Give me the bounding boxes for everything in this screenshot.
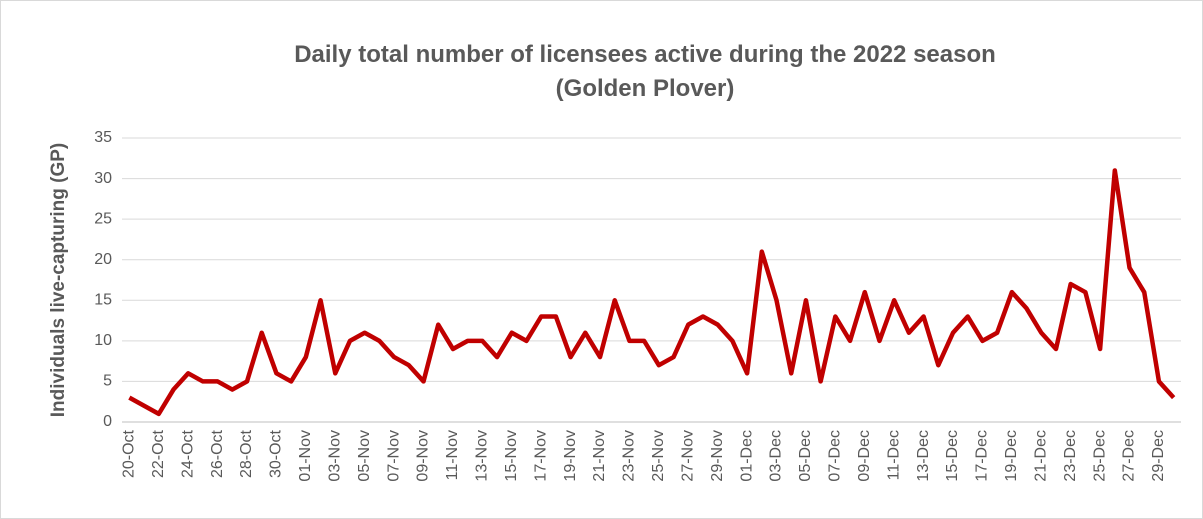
x-tick-label: 19-Dec [1003,430,1020,482]
x-tick-label: 07-Dec [827,430,844,482]
x-tick-label: 25-Nov [650,430,667,482]
x-tick-label: 27-Nov [679,430,696,482]
y-tick-label: 15 [94,292,112,309]
x-tick-label: 03-Dec [768,430,785,482]
x-tick-label: 23-Dec [1062,430,1079,482]
y-tick-label: 35 [94,129,112,146]
x-tick-label: 21-Nov [591,430,608,482]
x-tick-label: 20-Oct [121,429,138,478]
x-tick-label: 09-Nov [415,430,432,482]
x-tick-label: 29-Nov [709,430,726,482]
x-tick-label: 15-Dec [944,430,961,482]
y-tick-label: 5 [103,373,112,390]
x-tick-label: 15-Nov [503,430,520,482]
x-tick-label: 11-Nov [444,430,461,480]
chart-title: Daily total number of licensees active d… [294,41,996,68]
y-axis-label: Individuals live-capturing (GP) [48,143,69,417]
x-tick-label: 29-Dec [1150,430,1167,482]
x-tick-label: 25-Dec [1091,430,1108,482]
data-line [128,168,1176,417]
y-tick-label: 25 [94,210,112,227]
chart-subtitle: (Golden Plover) [556,75,735,102]
y-tick-label: 0 [103,413,112,430]
x-tick-label: 26-Oct [209,429,226,478]
x-tick-label: 03-Nov [326,430,343,482]
x-tick-label: 17-Nov [532,430,549,482]
x-tick-label: 13-Nov [474,430,491,482]
x-tick-label: 11-Dec [885,430,902,480]
x-tick-label: 01-Nov [297,430,314,482]
x-tick-label: 17-Dec [974,430,991,482]
x-tick-label: 28-Oct [238,429,255,478]
x-tick-label: 30-Oct [268,429,285,478]
x-tick-label: 07-Nov [385,430,402,482]
y-tick-label: 10 [94,332,112,349]
x-tick-label: 13-Dec [915,430,932,482]
x-tick-label: 23-Nov [621,430,638,482]
x-tick-label: 05-Nov [356,430,373,482]
x-tick-label: 21-Dec [1032,430,1049,482]
x-tick-label: 09-Dec [856,430,873,482]
x-tick-label: 22-Oct [150,429,167,478]
y-tick-label: 30 [94,170,112,187]
x-tick-label: 01-Dec [738,430,755,482]
x-tick-label: 27-Dec [1121,430,1138,482]
x-tick-label: 19-Nov [562,430,579,482]
y-tick-label: 20 [94,251,112,268]
x-tick-label: 24-Oct [179,429,196,478]
x-tick-label: 05-Dec [797,430,814,482]
